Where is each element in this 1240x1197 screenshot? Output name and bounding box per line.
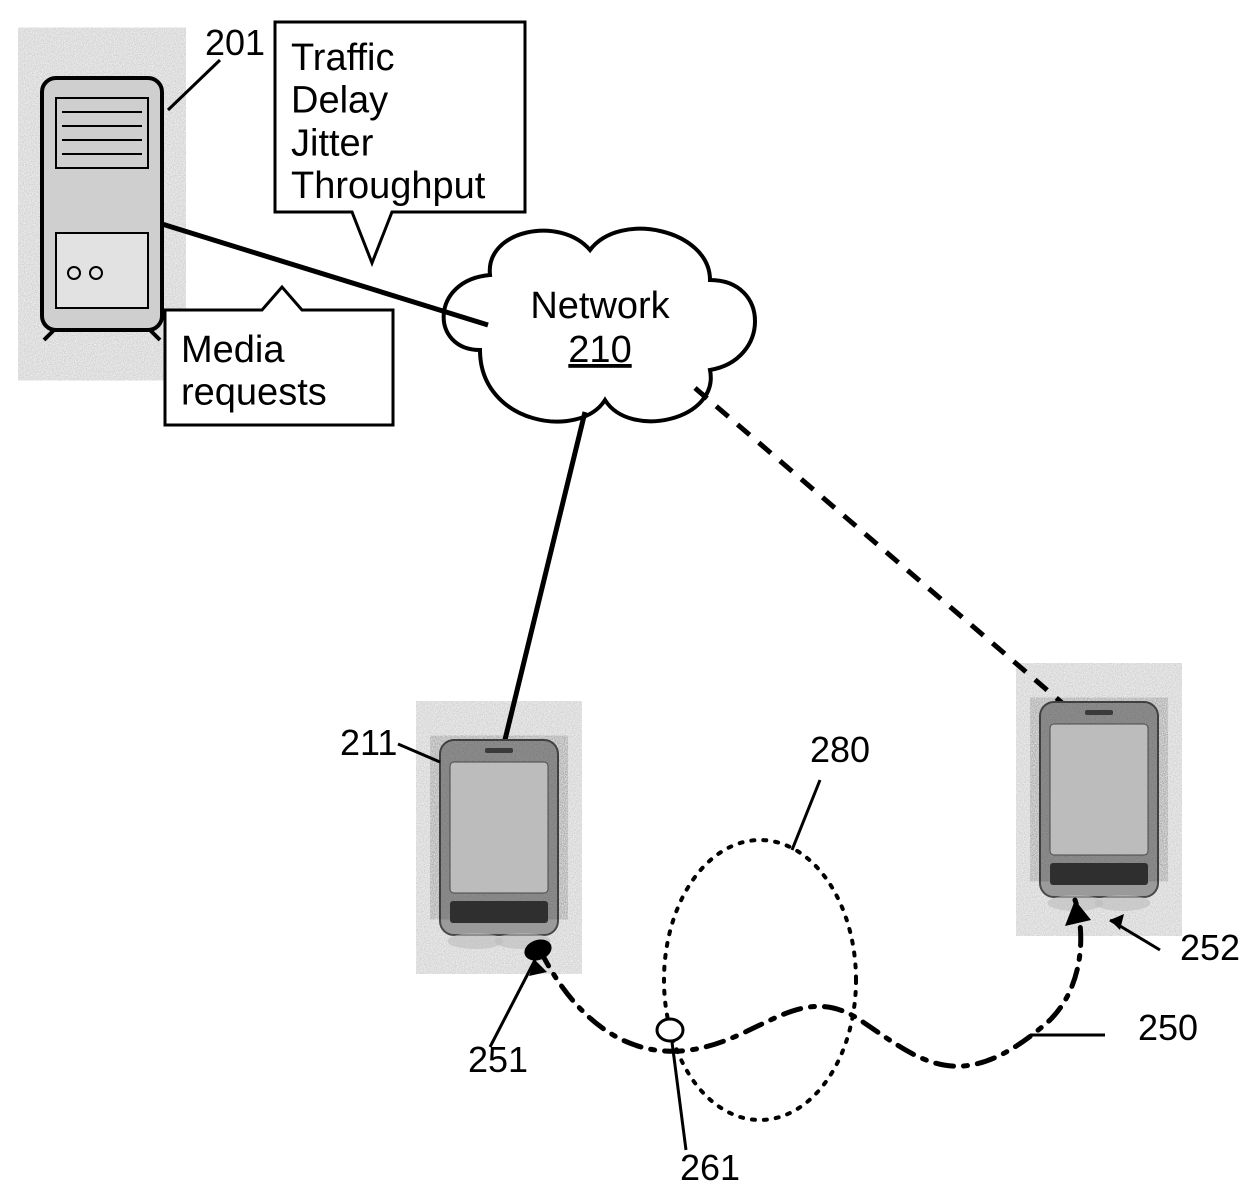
server-ref: 201 (205, 22, 265, 63)
dot-261 (657, 1019, 683, 1041)
callout-media-line-0: Media (181, 329, 285, 371)
phone-right (1040, 702, 1158, 911)
callout-traffic-line-1: Delay (291, 80, 388, 122)
dot251-ref: 251 (468, 1039, 528, 1080)
cloud-ref: 210 (568, 329, 631, 371)
motion-ref: 250 (1138, 1007, 1198, 1048)
orbit-ref: 280 (810, 729, 870, 770)
dot251-leader (490, 960, 535, 1047)
callout-media-line-1: requests (181, 372, 327, 414)
callout-traffic-line-0: Traffic (291, 37, 394, 79)
phone1-leader (398, 744, 440, 762)
arrow252-ref: 252 (1180, 927, 1240, 968)
motion-path-250 (540, 900, 1081, 1066)
callout-traffic-line-3: Throughput (291, 165, 486, 207)
phone-211 (440, 740, 558, 949)
orbit-280 (664, 840, 856, 1120)
dot261-ref: 261 (680, 1147, 740, 1188)
link-cloud-phone1 (502, 412, 585, 752)
phone1-ref: 211 (340, 722, 397, 763)
dot261-leader (672, 1042, 686, 1150)
server (42, 60, 220, 340)
callout-traffic-line-2: Jitter (291, 122, 374, 164)
orbit-leader (792, 780, 820, 850)
link-cloud-phone2 (695, 388, 1082, 720)
cloud-label: Network (530, 285, 670, 327)
